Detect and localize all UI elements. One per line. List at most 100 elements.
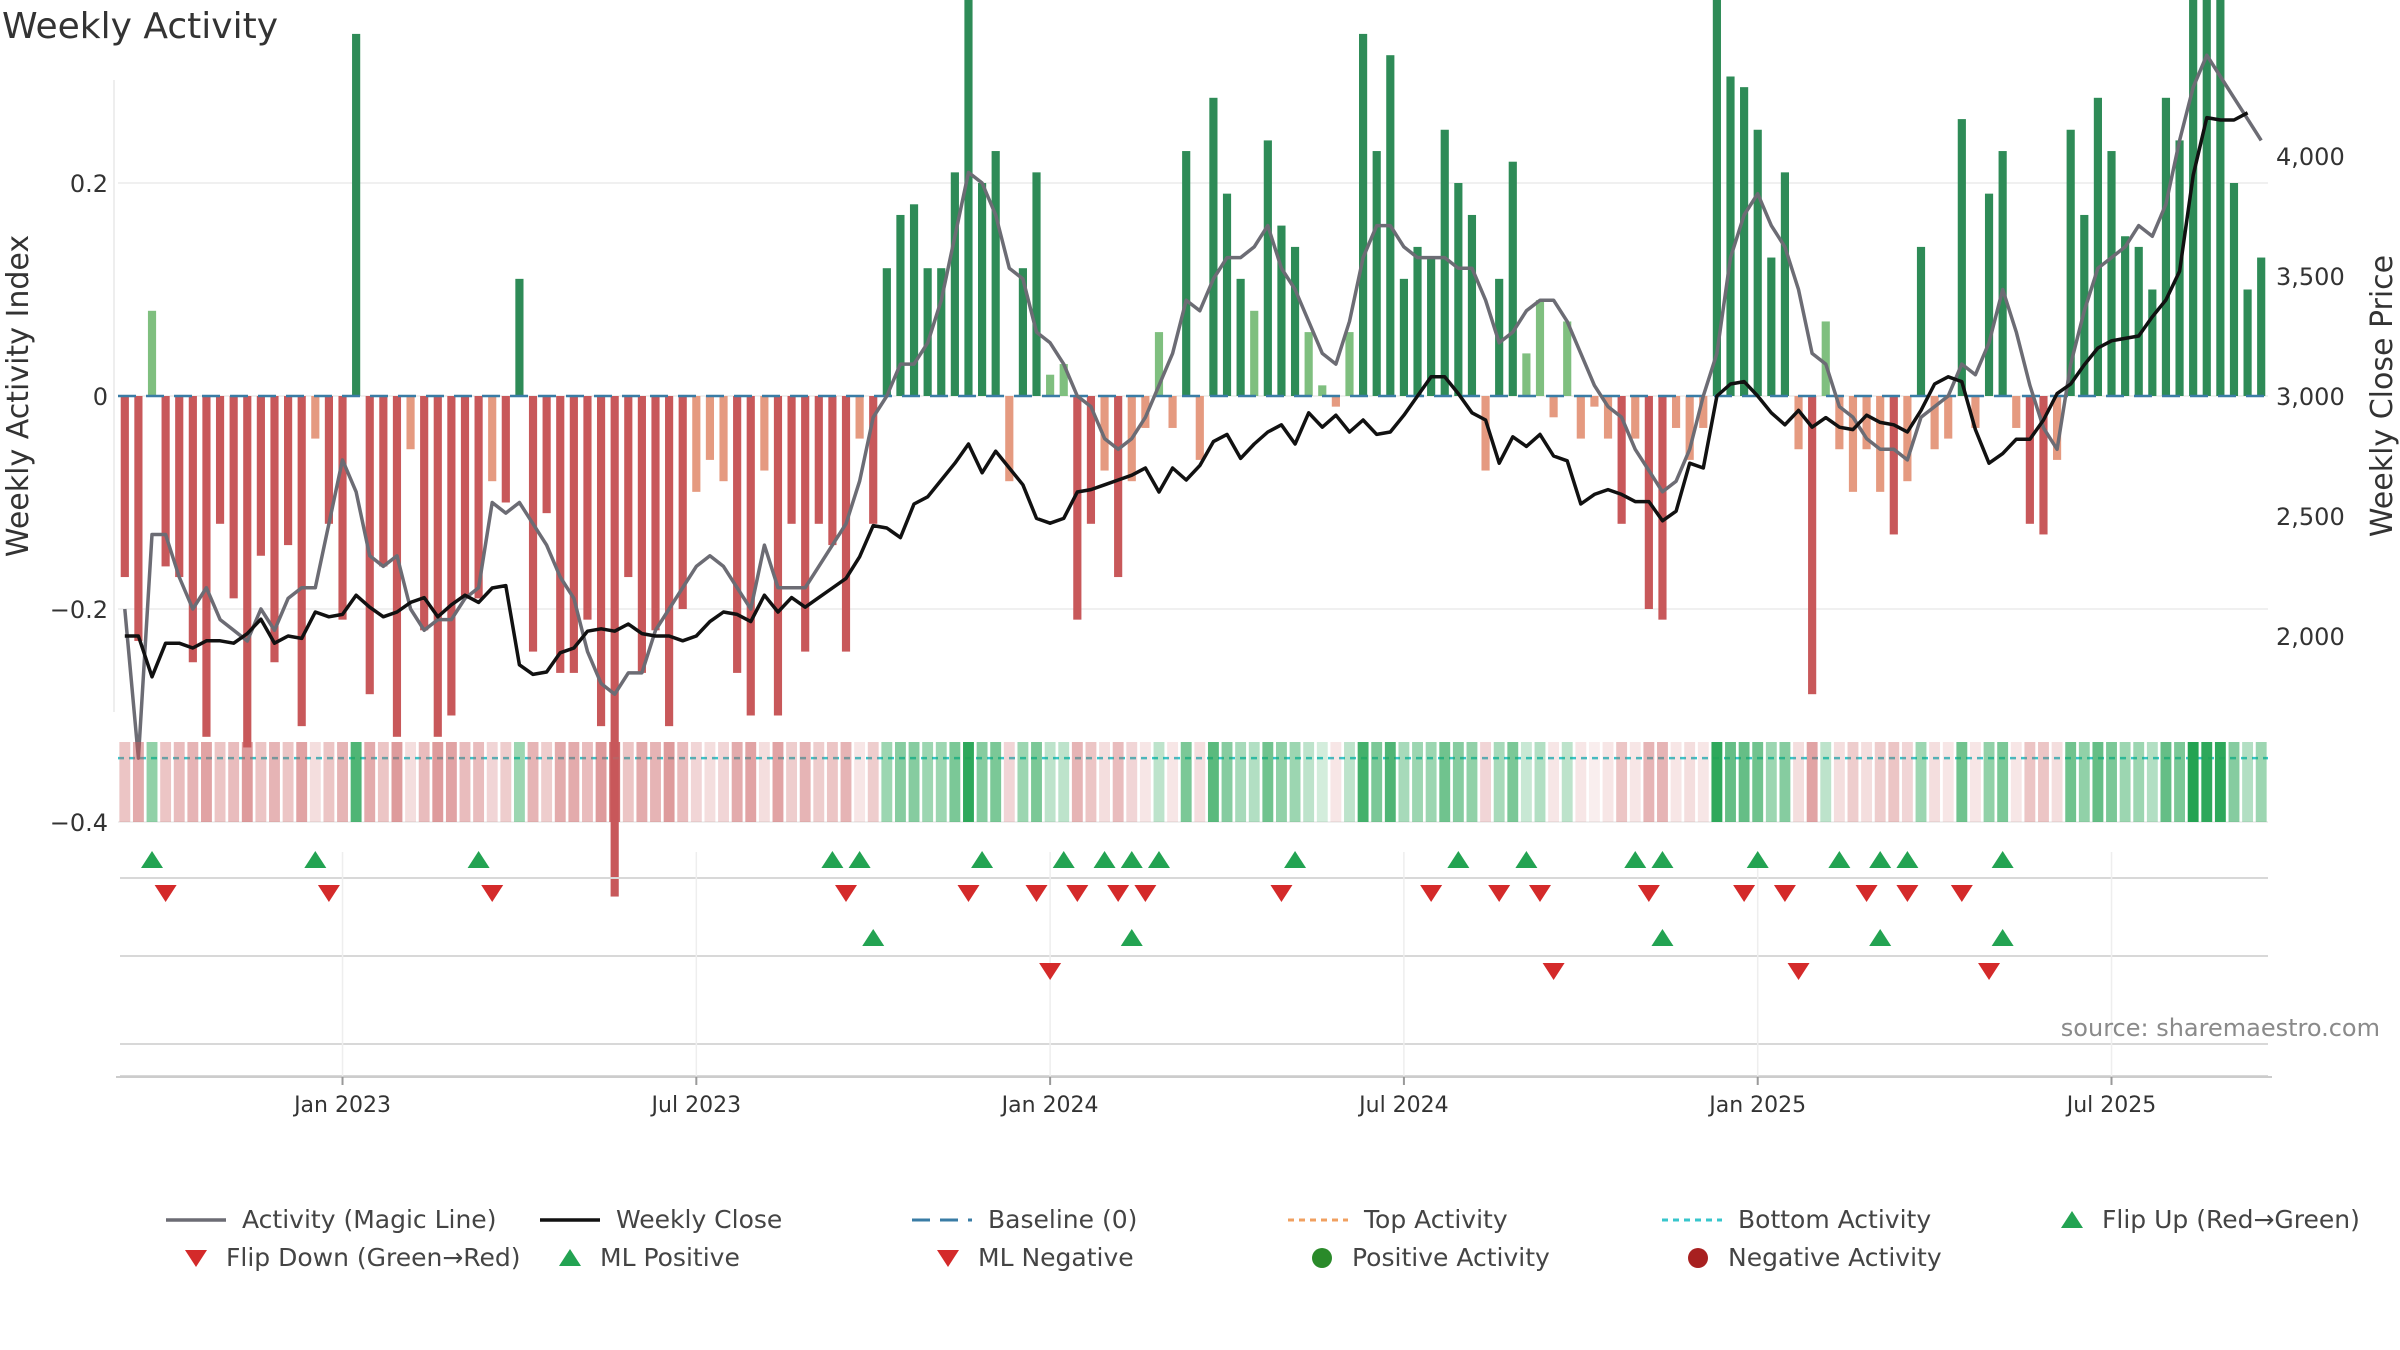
flip-up-marker	[1147, 851, 1170, 868]
activity-bar	[120, 396, 129, 578]
flip-up-marker	[1869, 851, 1892, 868]
heat-band-cell	[894, 742, 906, 822]
activity-bar	[1100, 396, 1109, 471]
activity-bar	[665, 396, 674, 727]
heat-band-cell	[2078, 742, 2090, 822]
activity-bar	[297, 396, 306, 727]
heat-band-cell	[473, 742, 485, 822]
activity-bar	[406, 396, 415, 450]
legend-label: Activity (Magic Line)	[242, 1205, 497, 1234]
heat-band-cell	[228, 742, 240, 822]
activity-bar	[801, 396, 810, 652]
ml-positive-marker	[1651, 929, 1674, 946]
heat-band-cell	[323, 742, 335, 822]
activity-bar	[1957, 119, 1966, 396]
activity-bar	[1413, 246, 1422, 396]
activity-bar	[1209, 97, 1218, 397]
heat-band-cell	[1561, 742, 1573, 822]
activity-bar	[1535, 300, 1545, 396]
heat-band-cell	[840, 742, 852, 822]
flip-up-marker	[821, 851, 844, 868]
activity-bar	[2107, 151, 2116, 396]
activity-bar	[855, 396, 864, 439]
heat-band-cell	[2010, 742, 2022, 822]
heat-band-cell	[1167, 742, 1179, 822]
heat-band-cell	[1398, 742, 1410, 822]
heat-band-cell	[1221, 742, 1233, 822]
heat-band-cell	[527, 742, 539, 822]
activity-bar	[1290, 246, 1300, 396]
activity-bar	[1930, 396, 1939, 450]
activity-bar	[978, 183, 987, 396]
activity-bar	[678, 396, 687, 609]
ml-positive-marker	[1991, 929, 2014, 946]
activity-bar	[1944, 396, 1953, 439]
y-tick-left: −0.4	[50, 809, 108, 837]
heat-band-cell	[908, 742, 920, 822]
activity-bar	[215, 396, 225, 524]
heat-band-cell	[119, 742, 131, 822]
flip-up-marker	[1284, 851, 1307, 868]
heat-band-cell	[541, 742, 553, 822]
flip-down-marker	[1107, 885, 1130, 902]
heat-band-cell	[1139, 742, 1151, 822]
activity-bar	[1073, 396, 1082, 620]
activity-bar	[1889, 396, 1898, 535]
heat-band-cell	[772, 742, 784, 822]
heat-band-cell	[1452, 742, 1464, 822]
legend-item-baseline: Baseline (0)	[912, 1205, 1137, 1234]
heat-band-cell	[622, 742, 634, 822]
heat-band-cell	[1820, 742, 1832, 822]
activity-bar	[991, 151, 1000, 396]
heat-band-cell	[1031, 742, 1042, 822]
heat-band-cell	[1888, 742, 1900, 822]
heat-band-cell	[2242, 742, 2254, 822]
magic-line-series	[123, 53, 2263, 760]
heat-band-cell	[881, 742, 893, 822]
x-tick-label: Jan 2025	[1707, 1093, 1806, 1118]
heat-band-cell	[935, 742, 947, 822]
activity-bar	[379, 396, 388, 567]
heat-band-cell	[704, 742, 716, 822]
activity-bar	[243, 396, 252, 748]
heat-band-cell	[1044, 742, 1056, 822]
activity-bar	[1018, 268, 1027, 396]
activity-bar	[2229, 183, 2239, 396]
activity-bar	[1154, 332, 1164, 396]
heat-band-cell	[1765, 742, 1777, 822]
activity-bar	[352, 33, 361, 397]
axes: −0.4−0.200.20.42,0002,5003,0003,5004,000…	[1, 80, 2400, 837]
activity-bar	[2189, 0, 2198, 397]
legend-item-mlpos: ML Positive	[556, 1243, 740, 1272]
heat-band-cell	[1616, 742, 1628, 822]
activity-bar	[569, 396, 578, 673]
legend-item-top: Top Activity	[1288, 1205, 1508, 1234]
heat-band-cell	[1344, 742, 1355, 822]
heat-band-cell	[922, 742, 934, 822]
legend-symbol	[540, 1217, 600, 1222]
ml-negative-marker	[1787, 963, 1810, 980]
activity-bar	[1848, 396, 1858, 492]
heat-band-cell	[1316, 742, 1328, 822]
legend-symbol	[937, 1249, 959, 1267]
heat-band-cell	[1915, 742, 1927, 822]
heat-band-cell	[1929, 742, 1941, 822]
activity-bar	[705, 396, 715, 460]
activity-bar	[147, 310, 157, 396]
legend-item-flipup: Flip Up (Red→Green)	[2058, 1205, 2360, 1234]
heat-band-cell	[1997, 742, 2009, 822]
activity-bar	[624, 396, 633, 578]
activity-bar	[1345, 332, 1354, 396]
heat-band-cell	[1520, 742, 1532, 822]
activity-bar	[1141, 396, 1150, 428]
activity-bar	[311, 396, 320, 439]
legend-label: Flip Down (Green→Red)	[226, 1243, 521, 1272]
heat-band-cell	[1969, 742, 1981, 822]
activity-bar	[1399, 278, 1408, 396]
heat-band-cell	[405, 742, 417, 822]
heat-band-cell	[1684, 742, 1696, 822]
activity-bar	[1821, 321, 1830, 396]
activity-bar	[869, 396, 878, 524]
activity-bar	[447, 396, 456, 716]
activity-bar	[1263, 140, 1272, 396]
